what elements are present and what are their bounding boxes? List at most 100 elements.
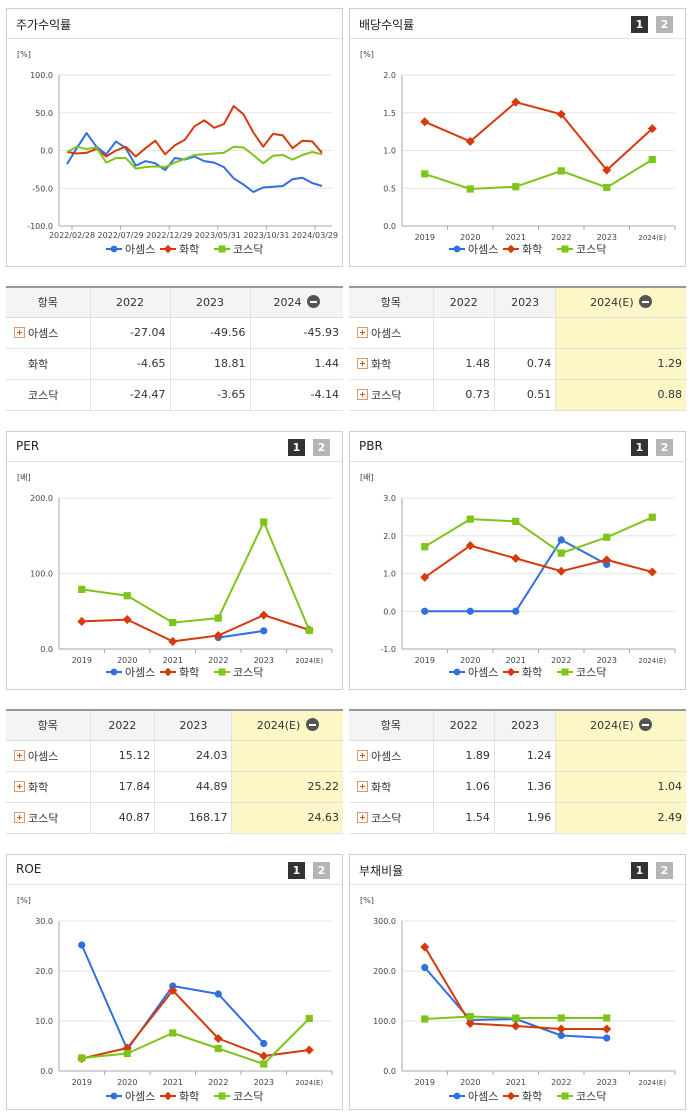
legend-label-코스닥: 코스닥 [576, 666, 606, 679]
table-header-2024e: 2024(E) [555, 710, 686, 741]
table-header-2022: 2022 [432, 710, 495, 741]
expand-plus-icon[interactable] [14, 811, 25, 823]
x-tick-label: 2022 [208, 1078, 228, 1087]
y-tick-label: 200.0 [30, 494, 53, 503]
table-header-item: 항목 [349, 287, 433, 318]
view-2-button[interactable]: 2 [313, 862, 330, 879]
expand-plus-icon[interactable] [357, 357, 368, 369]
row-label: 코스닥 [371, 388, 402, 402]
point-5 [305, 626, 313, 635]
view-1-button[interactable]: 1 [288, 439, 305, 456]
expand-plus-icon[interactable] [357, 780, 368, 792]
debt-ratio-title: 부채비율 [359, 864, 404, 878]
view-1-button[interactable]: 1 [631, 16, 648, 33]
x-tick-label: 2024(E) [638, 1079, 666, 1087]
per-chart: [배] 200.0 100.0 0.0 2019 2020 2021 2022 2023 2024… [17, 473, 333, 679]
y-tick-label: 300.0 [373, 917, 396, 926]
point-0 [420, 572, 430, 582]
expand-plus-icon[interactable] [357, 388, 368, 400]
expand-plus-icon[interactable] [14, 326, 25, 338]
expand-plus-icon[interactable] [357, 811, 368, 823]
table-header-2024e-label: 2024(E) [590, 296, 634, 310]
table-row: 화학 1.06 1.36 1.04 [349, 771, 686, 803]
x-tick-label: 2019 [415, 1078, 435, 1087]
view-2-button[interactable]: 2 [656, 439, 673, 456]
table-row: 화학 1.48 0.74 1.29 [349, 348, 686, 380]
point-4 [259, 1051, 269, 1061]
legend-marker [218, 668, 226, 676]
table-row: 아셈스 1.89 1.24 [349, 740, 686, 772]
y-tick-label: 100.0 [30, 71, 53, 80]
legend-marker [561, 668, 569, 676]
view-2-button[interactable]: 2 [656, 16, 673, 33]
collapse-icon[interactable] [639, 718, 653, 732]
y-unit-label: [배] [17, 473, 31, 482]
y-unit-label: [%] [360, 896, 374, 905]
point-3 [214, 990, 222, 998]
series-line-코스닥 [424, 516, 653, 555]
point-5 [305, 1014, 313, 1023]
value-cell: 44.89 [154, 771, 232, 803]
expand-plus-icon[interactable] [14, 780, 25, 792]
x-tick-label: 2022 [551, 233, 571, 242]
point-2 [511, 553, 521, 563]
x-tick-label: 2020 [117, 656, 137, 665]
row-label-cell: 화학 [349, 348, 433, 380]
y-tick-label: 100.0 [373, 1017, 396, 1026]
view-1-button[interactable]: 1 [631, 862, 648, 879]
x-tick-label: 2022/12/29 [146, 231, 192, 240]
view-2-button[interactable]: 2 [656, 862, 673, 879]
table-row: 아셈스 15.12 24.03 [6, 740, 343, 772]
point-4 [260, 627, 268, 635]
point-0 [421, 1015, 429, 1023]
row-label-cell: 코스닥 [349, 802, 433, 834]
expand-plus-icon[interactable] [14, 749, 25, 761]
x-tick-label: 2023 [254, 656, 274, 665]
view-1-button[interactable]: 1 [288, 862, 305, 879]
collapse-icon[interactable] [305, 718, 319, 732]
row-label-cell: 화학 [6, 771, 90, 803]
point-3 [557, 167, 565, 175]
dividend-yield-header: 배당수익률 1 2 [350, 9, 685, 39]
collapse-icon[interactable] [639, 295, 653, 309]
value-cell: 15.12 [89, 740, 155, 772]
view-2-button[interactable]: 2 [313, 439, 330, 456]
y-tick-label: 0.0 [40, 1067, 53, 1076]
x-tick-label: 2019 [415, 656, 435, 665]
value-cell: 1.04 [555, 771, 686, 803]
expand-plus-icon[interactable] [357, 326, 368, 338]
view-1-button[interactable]: 1 [631, 439, 648, 456]
table-header-2022: 2022 [89, 287, 171, 318]
value-cell: 1.06 [432, 771, 495, 803]
x-tick-label: 2023 [597, 233, 617, 242]
y-tick-label: 50.0 [35, 109, 53, 118]
x-tick-label: 2021 [506, 1078, 526, 1087]
y-tick-label: 2.0 [383, 71, 396, 80]
pbr-panel: PBR 1 2 [배] 3.0 2.0 1.0 0.0 -1.0 2019 2020 2021 2… [349, 431, 686, 690]
y-tick-label: -50.0 [32, 184, 53, 193]
expand-plus-icon[interactable] [357, 749, 368, 761]
legend-marker [218, 245, 226, 253]
value-cell: 0.73 [432, 379, 495, 411]
point-1 [123, 1049, 131, 1058]
point-3 [556, 1024, 566, 1034]
x-tick-label: 2020 [117, 1078, 137, 1087]
row-label-cell: 아셈스 [6, 317, 90, 349]
value-cell [555, 740, 686, 772]
debt-ratio-header: 부채비율 1 2 [350, 855, 685, 885]
x-tick-label: 2022 [208, 656, 228, 665]
per-title: PER [16, 439, 40, 453]
collapse-icon[interactable] [307, 295, 321, 309]
y-tick-label: 1.0 [383, 147, 396, 156]
legend-label-코스닥: 코스닥 [233, 666, 263, 679]
y-tick-label: 0.0 [383, 607, 396, 616]
value-cell: 40.87 [89, 802, 155, 834]
row-label: 아셈스 [371, 326, 402, 340]
x-tick-label: 2019 [72, 656, 92, 665]
point-4 [603, 183, 611, 192]
debt-ratio-panel: 부채비율 1 2 [%] 300.0 200.0 100.0 0.0 2019 2020 20… [349, 854, 686, 1110]
point-4 [259, 610, 269, 620]
per-panel: PER 1 2 [배] 200.0 100.0 0.0 2019 2020 2021 2022… [6, 431, 343, 690]
value-cell: 0.88 [555, 379, 686, 411]
legend-marker [561, 245, 569, 253]
